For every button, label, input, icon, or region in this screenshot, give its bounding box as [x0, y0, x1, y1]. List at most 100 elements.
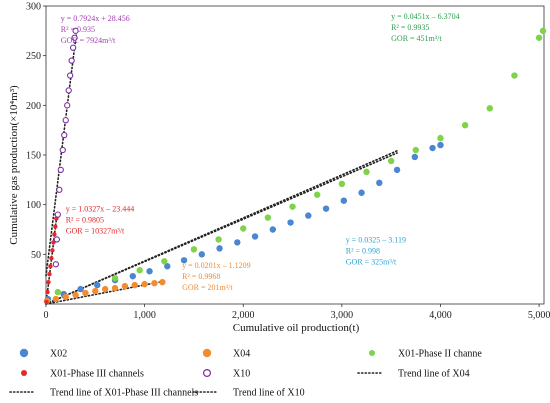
data-point [141, 280, 148, 288]
data-point [511, 72, 518, 79]
data-point [358, 189, 365, 196]
data-point [62, 117, 69, 124]
x-tick-label: 2,000 [232, 310, 255, 321]
data-point [146, 268, 153, 275]
annotations: y = 0.7924x + 28.456 R² = 0.935 GOR = 7924… [61, 12, 460, 292]
annotation-text: y = 0.0325 – 3.119 [346, 235, 406, 244]
annotation-text: GOR = 451m³/t [391, 34, 442, 43]
legend-swatch [21, 370, 27, 376]
data-point [54, 288, 62, 296]
annotation-text: R² = 0.998 [346, 246, 380, 255]
data-point [57, 166, 64, 174]
data-point [461, 122, 469, 129]
data-point [82, 289, 89, 297]
x-tick-label: 3,000 [331, 310, 354, 321]
data-point [47, 272, 52, 277]
data-point [429, 144, 436, 152]
data-point [338, 180, 346, 188]
data-point [68, 57, 75, 64]
annotation-text: R² = 0.9935 [391, 23, 429, 32]
plot-border [45, 5, 545, 305]
y-tick-label: 250 [26, 51, 41, 62]
legend-label: X04 [233, 349, 250, 360]
legend-swatch [19, 348, 29, 358]
x-tick-label: 0 [44, 310, 49, 321]
trend-line [45, 150, 398, 305]
legend-label: X10 [233, 369, 250, 380]
x-axis-title: Cumulative oil production(t) [233, 322, 360, 334]
data-point [411, 153, 419, 161]
y-tick-label: 200 [26, 101, 41, 112]
annotation-text: R² = 0.9968 [182, 272, 220, 281]
data-point [94, 281, 101, 289]
legend-label: Trend line of X01-Phase III channels [50, 388, 198, 399]
annotation-text: GOR = 201m³/t [182, 283, 233, 292]
data-point [62, 293, 69, 301]
data-point [101, 285, 109, 293]
data-points [43, 27, 547, 305]
y-axis-title: Cumulative gas production(×10⁴m³) [8, 85, 20, 245]
y-tick-label: 50 [31, 250, 41, 261]
data-point [269, 226, 277, 233]
data-point [111, 274, 119, 282]
data-point [287, 219, 294, 226]
data-point [48, 264, 53, 269]
x-tick-label: 5,000 [528, 310, 550, 321]
legend-label: X02 [50, 349, 67, 360]
data-point [240, 225, 247, 232]
y-tick-label: 150 [26, 151, 41, 162]
data-point [164, 263, 171, 270]
data-point [72, 291, 79, 299]
data-point [376, 179, 383, 187]
legend-swatch [202, 348, 212, 358]
data-point [45, 289, 50, 295]
annotation-text: y = 0.7924x + 28.456 [61, 14, 130, 23]
data-point [92, 287, 99, 295]
trend-line [45, 152, 398, 305]
data-point [437, 141, 444, 149]
data-point [61, 131, 68, 139]
data-point [54, 211, 61, 218]
annotation-text: y = 0.0201x – 1.1209 [182, 261, 251, 270]
legend-label: X01-Phase III channels [50, 369, 144, 380]
data-point [53, 224, 58, 229]
data-point [53, 236, 60, 243]
data-point [313, 191, 321, 198]
data-point [151, 279, 158, 287]
data-point [136, 267, 143, 274]
data-point [340, 197, 348, 204]
data-point [264, 214, 272, 221]
data-point [216, 245, 223, 252]
data-point [52, 295, 60, 303]
data-point [49, 256, 54, 261]
data-point [412, 146, 420, 154]
annotation-text: GOR = 7924m³/t [61, 36, 116, 45]
data-point [289, 203, 296, 210]
data-point [198, 251, 206, 258]
legend-swatch [369, 350, 375, 356]
annotation-text: R² = 0.9805 [66, 216, 104, 225]
legend-label: X01-Phase II channe [398, 349, 482, 360]
data-point [59, 146, 66, 154]
data-point [161, 258, 168, 265]
annotation-text: R² = 0.935 [61, 25, 95, 34]
data-point [52, 232, 57, 237]
data-point [305, 212, 312, 219]
data-point [251, 233, 259, 240]
data-point [535, 34, 543, 41]
data-point [64, 102, 71, 109]
data-point [539, 27, 547, 35]
data-point [180, 257, 188, 264]
x-axis: 0 1,000 2,000 3,000 4,000 5,000 [44, 304, 550, 321]
data-point [131, 281, 138, 289]
data-point [56, 186, 63, 193]
data-point [72, 27, 79, 34]
data-point [387, 157, 395, 165]
data-point [69, 44, 77, 51]
data-point [486, 105, 493, 112]
data-point [129, 272, 136, 280]
annotation-text: GOR = 10327m³/t [66, 227, 125, 236]
x-tick-label: 1,000 [133, 310, 156, 321]
legend-swatch [203, 369, 212, 378]
